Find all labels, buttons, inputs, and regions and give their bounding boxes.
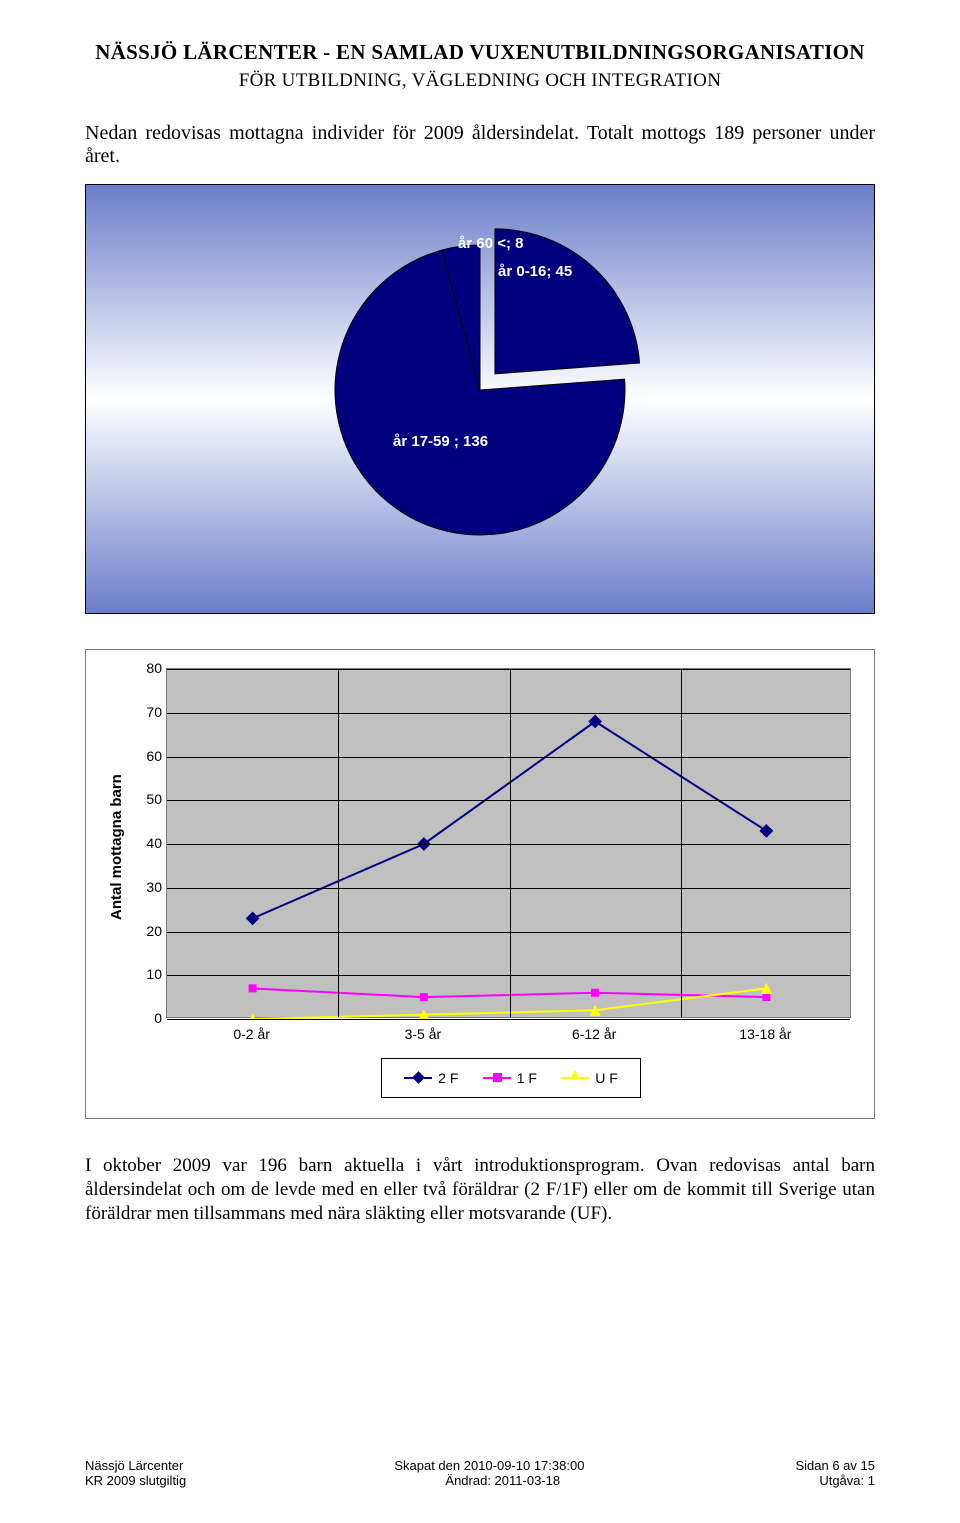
- header-line-1: NÄSSJÖ LÄRCENTER - EN SAMLAD VUXENUTBILD…: [85, 40, 875, 65]
- legend-item-1f: 1 F: [483, 1070, 537, 1086]
- y-tick-label: 0: [122, 1010, 162, 1026]
- y-tick-label: 20: [122, 923, 162, 939]
- intro-paragraph: Nedan redovisas mottagna individer för 2…: [85, 122, 875, 168]
- legend-label-1f: 1 F: [517, 1070, 537, 1086]
- pie-label-0-16: år 0-16; 45: [498, 263, 572, 280]
- legend-item-uf: U F: [561, 1070, 618, 1086]
- x-tick-label: 13-18 år: [680, 1026, 850, 1042]
- footer-center-2: Ändrad: 2011-03-18: [445, 1473, 560, 1488]
- legend: 2 F 1 F U F: [381, 1058, 641, 1098]
- plot-area: [166, 668, 851, 1018]
- y-tick-label: 40: [122, 835, 162, 851]
- footer-right-1: Sidan 6 av 15: [795, 1458, 875, 1473]
- legend-label-2f: 2 F: [438, 1070, 458, 1086]
- caption-paragraph: I oktober 2009 var 196 barn aktuella i v…: [85, 1154, 875, 1225]
- y-tick-label: 10: [122, 966, 162, 982]
- y-tick-label: 50: [122, 791, 162, 807]
- x-tick-label: 6-12 år: [509, 1026, 679, 1042]
- x-tick-label: 3-5 år: [338, 1026, 508, 1042]
- y-tick-label: 80: [122, 660, 162, 676]
- footer-right-2: Utgåva: 1: [819, 1473, 875, 1488]
- pie-label-60plus: år 60 <; 8: [458, 235, 523, 252]
- footer-center-1: Skapat den 2010-09-10 17:38:00: [394, 1458, 584, 1473]
- x-tick-label: 0-2 år: [167, 1026, 337, 1042]
- pie-label-17-59: år 17-59 ; 136: [393, 433, 488, 450]
- legend-item-2f: 2 F: [404, 1070, 458, 1086]
- page-footer: Nässjö Lärcenter Skapat den 2010-09-10 1…: [85, 1458, 875, 1488]
- legend-label-uf: U F: [595, 1070, 618, 1086]
- y-tick-label: 60: [122, 748, 162, 764]
- page-header: NÄSSJÖ LÄRCENTER - EN SAMLAD VUXENUTBILD…: [85, 40, 875, 92]
- pie-chart: år 60 <; 8 år 0-16; 45 år 17-59 ; 136: [85, 184, 875, 614]
- header-line-2: FÖR UTBILDNING, VÄGLEDNING OCH INTEGRATI…: [85, 70, 875, 92]
- y-tick-label: 70: [122, 704, 162, 720]
- y-tick-label: 30: [122, 879, 162, 895]
- footer-left-1: Nässjö Lärcenter: [85, 1458, 183, 1473]
- line-chart: Antal mottagna barn 01020304050607080 0-…: [85, 649, 875, 1119]
- footer-left-2: KR 2009 slutgiltig: [85, 1473, 186, 1488]
